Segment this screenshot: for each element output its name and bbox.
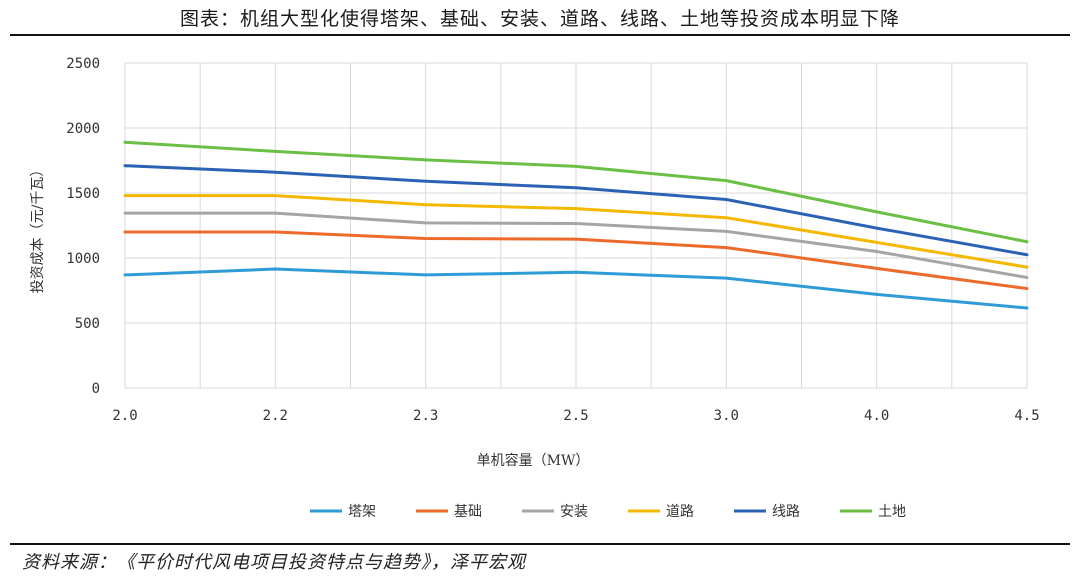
x-tick-label: 2.5 [563,408,588,424]
chart-title: 图表：机组大型化使得塔架、基础、安装、道路、线路、土地等投资成本明显下降 [179,8,900,30]
top-rule [10,34,1070,36]
x-tick-label: 4.5 [1014,408,1039,424]
legend-label: 道路 [666,504,694,520]
x-axis-ticks: 2.0 2.2 2.3 2.5 3.0 4.0 4.5 [112,408,1039,424]
series-lines [123,140,1029,310]
series-line-安装 [123,211,1029,279]
y-tick-label: 2000 [66,121,100,137]
legend-label: 土地 [878,504,906,520]
y-axis-ticks: 0 500 1000 1500 2000 2500 [66,56,100,397]
y-tick-label: 500 [75,316,100,332]
x-tick-label: 2.2 [263,408,288,424]
series-line-道路 [123,194,1029,269]
series-line-土地 [123,140,1029,244]
legend: 塔架 基础 安装 道路 线路 土地 [310,503,906,520]
legend-label: 线路 [772,504,800,520]
source-note: 资料来源：《平价时代风电项目投资特点与趋势》，泽平宏观 [22,552,526,573]
x-tick-label: 2.0 [112,408,137,424]
y-tick-label: 1500 [66,186,100,202]
y-axis-label: 投资成本（元/千瓦） [30,163,46,294]
x-tick-label: 4.0 [864,408,889,424]
legend-label: 安装 [560,504,588,520]
series-line-线路 [123,164,1029,257]
x-tick-label: 3.0 [714,408,739,424]
legend-label: 基础 [454,503,482,520]
bottom-rule [10,543,1070,545]
series-line-基础 [123,230,1029,291]
y-tick-label: 1000 [66,251,100,267]
grid [124,62,1028,389]
x-axis-label: 单机容量（MW） [477,452,590,469]
series-line-塔架 [123,267,1029,310]
x-tick-label: 2.3 [413,408,438,424]
y-tick-label: 2500 [66,56,100,72]
legend-label: 塔架 [348,504,376,520]
y-tick-label: 0 [92,381,100,397]
